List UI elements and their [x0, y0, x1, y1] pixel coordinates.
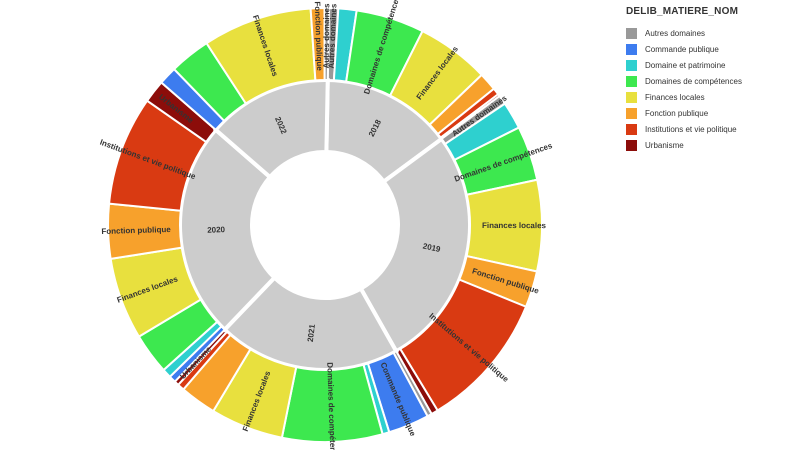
category-label: Autres domaines: [322, 3, 332, 69]
legend-swatch: [626, 75, 637, 87]
legend-item[interactable]: Urbanisme: [626, 137, 796, 153]
legend-item[interactable]: Finances locales: [626, 89, 796, 105]
legend-items: Autres domaines Commande publique Domaine …: [626, 25, 796, 153]
legend-label: Finances locales: [645, 92, 705, 102]
legend-label: Institutions et vie politique: [645, 124, 737, 134]
legend-swatch: [626, 27, 637, 39]
category-label: Autres domaines: [327, 3, 339, 69]
legend-item[interactable]: Autres domaines: [626, 25, 796, 41]
legend-swatch: [626, 91, 637, 103]
category-label: Domaines de compétences: [325, 362, 338, 450]
year-label: 2019: [422, 242, 442, 255]
legend-label: Domaine et patrimoine: [645, 60, 726, 70]
legend-label: Autres domaines: [645, 28, 706, 38]
legend-swatch: [626, 139, 637, 151]
legend-item[interactable]: Fonction publique: [626, 105, 796, 121]
legend-item[interactable]: Commande publique: [626, 41, 796, 57]
legend-title: DELIB_MATIERE_NOM: [626, 6, 739, 17]
legend: DELIB_MATIERE_NOM Autres domaines Command…: [626, 6, 796, 153]
legend-label: Fonction publique: [645, 108, 709, 118]
category-label: Fonction publique: [101, 225, 171, 236]
legend-item[interactable]: Institutions et vie politique: [626, 121, 796, 137]
legend-item[interactable]: Domaines de compétences: [626, 73, 796, 89]
legend-swatch: [626, 123, 637, 135]
category-label: Finances locales: [482, 221, 547, 230]
legend-swatch: [626, 43, 637, 55]
year-label: 2021: [306, 323, 317, 342]
legend-swatch: [626, 59, 637, 71]
legend-label: Urbanisme: [645, 140, 684, 150]
legend-label: Commande publique: [645, 44, 719, 54]
category-label: Fonction publique: [313, 1, 324, 71]
category-arc[interactable]: [323, 7, 331, 82]
legend-label: Domaines de compétences: [645, 76, 742, 86]
legend-item[interactable]: Domaine et patrimoine: [626, 57, 796, 73]
year-label: 2020: [207, 225, 226, 235]
legend-swatch: [626, 107, 637, 119]
